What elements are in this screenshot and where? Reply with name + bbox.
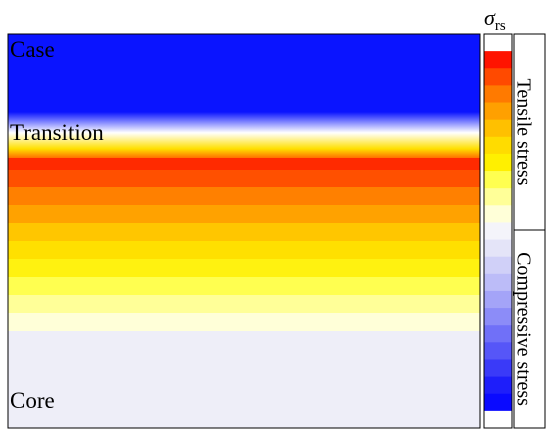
colorbar-segment bbox=[484, 205, 512, 223]
colorbar-segment bbox=[484, 85, 512, 104]
label-box bbox=[513, 229, 546, 429]
colorbar-frame bbox=[483, 33, 513, 429]
compressive-label: Compressive stress bbox=[512, 252, 534, 406]
colorbar-segment bbox=[484, 273, 512, 292]
colorbar-segment bbox=[484, 359, 512, 378]
colorbar-segment bbox=[484, 171, 512, 189]
colorbar-segment bbox=[484, 393, 512, 412]
colorbar-segment bbox=[484, 256, 512, 275]
colorbar-segment bbox=[484, 308, 512, 326]
symbol: σ bbox=[484, 5, 496, 30]
subscript: rs bbox=[495, 18, 506, 34]
colorbar-segment bbox=[484, 290, 512, 309]
colorbar-segment bbox=[484, 51, 512, 69]
colorbar-segment bbox=[484, 153, 512, 172]
colorbar-segment bbox=[484, 119, 512, 138]
colorbar-segment bbox=[484, 222, 512, 241]
region-label: Case bbox=[10, 37, 55, 62]
stress-map bbox=[7, 33, 481, 429]
region-label: Transition bbox=[10, 120, 104, 145]
region-label: Core bbox=[10, 388, 55, 413]
colorbar-segment bbox=[484, 34, 512, 52]
tensile-label: Tensile stress bbox=[512, 79, 534, 186]
colorbar bbox=[484, 34, 512, 429]
colorbar-segment bbox=[484, 68, 512, 86]
colorbar-segment bbox=[484, 188, 512, 206]
colorbar-segment bbox=[484, 410, 512, 429]
colorbar-segment bbox=[484, 239, 512, 258]
colorbar-symbol: σrs bbox=[484, 5, 506, 34]
colorbar-segment bbox=[484, 325, 512, 343]
colorbar-segment bbox=[484, 342, 512, 360]
colorbar-segment bbox=[484, 102, 512, 121]
colorbar-segment bbox=[484, 136, 512, 155]
colorbar-segment bbox=[484, 376, 512, 395]
